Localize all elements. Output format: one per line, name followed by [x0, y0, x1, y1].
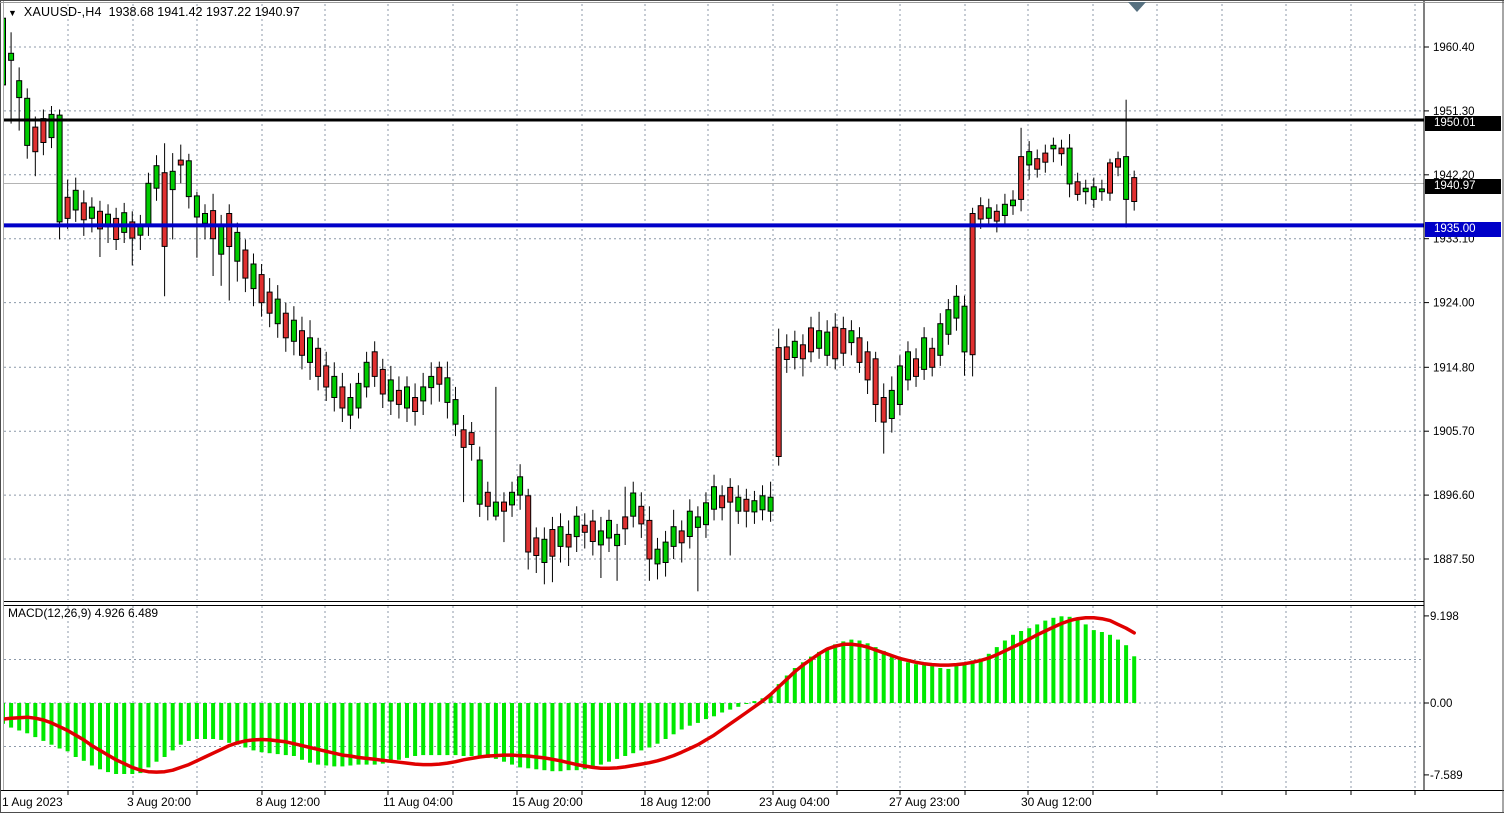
svg-text:1905.70: 1905.70 — [1433, 426, 1475, 438]
time-axis[interactable] — [0, 790, 1424, 813]
svg-text:1960.40: 1960.40 — [1433, 42, 1475, 54]
svg-text:23 Aug 04:00: 23 Aug 04:00 — [759, 795, 830, 809]
svg-text:1896.60: 1896.60 — [1433, 490, 1475, 502]
svg-text:1 Aug 2023: 1 Aug 2023 — [2, 795, 63, 809]
svg-text:1942.20: 1942.20 — [1433, 170, 1475, 182]
svg-text:1951.30: 1951.30 — [1433, 106, 1475, 118]
svg-text:-7.589: -7.589 — [1430, 770, 1463, 782]
svg-text:3 Aug 20:00: 3 Aug 20:00 — [127, 795, 191, 809]
resistance-price-badge: 1950.01 — [1425, 116, 1501, 131]
svg-text:15 Aug 20:00: 15 Aug 20:00 — [512, 795, 583, 809]
symbol-period-label: XAUUSD-,H4 — [23, 5, 102, 19]
panel-divider[interactable] — [4, 598, 1424, 608]
svg-text:1924.00: 1924.00 — [1433, 298, 1475, 310]
chart-header: ▼ XAUUSD-,H4 1938.68 1941.42 1937.22 194… — [8, 5, 300, 19]
price-axis[interactable] — [1424, 0, 1504, 790]
svg-text:0.00: 0.00 — [1430, 698, 1452, 710]
last-price-badge: 1940.97 — [1425, 179, 1501, 194]
svg-text:30 Aug 12:00: 30 Aug 12:00 — [1021, 795, 1092, 809]
svg-text:8 Aug 12:00: 8 Aug 12:00 — [256, 795, 320, 809]
collapse-triangle-icon[interactable]: ▼ — [8, 7, 17, 18]
arrow-down-marker[interactable] — [1128, 2, 1146, 12]
macd-indicator-label: MACD(12,26,9) 4.926 6.489 — [8, 606, 159, 620]
svg-text:27 Aug 23:00: 27 Aug 23:00 — [889, 795, 960, 809]
svg-text:11 Aug 04:00: 11 Aug 04:00 — [383, 795, 453, 809]
svg-text:1914.80: 1914.80 — [1433, 362, 1475, 374]
svg-text:1887.50: 1887.50 — [1433, 554, 1475, 566]
svg-text:18 Aug 12:00: 18 Aug 12:00 — [640, 795, 711, 809]
ohlc-values-label: 1938.68 1941.42 1937.22 1940.97 — [108, 5, 300, 19]
support-price-badge: 1935.00 — [1425, 222, 1501, 237]
svg-text:9.198: 9.198 — [1430, 611, 1459, 623]
